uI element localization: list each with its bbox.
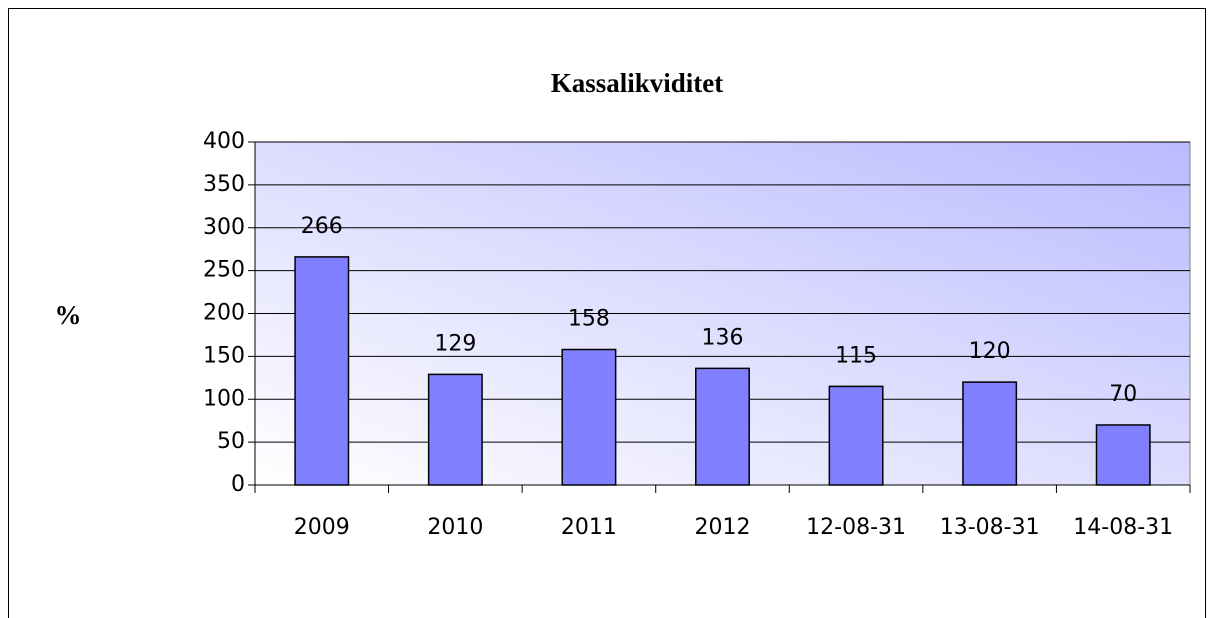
- x-tick-label: 14-08-31: [1073, 515, 1173, 540]
- x-tick-label: 2009: [294, 515, 350, 540]
- x-tick-label: 13-08-31: [940, 515, 1040, 540]
- chart-border: [8, 8, 1206, 618]
- data-label: 266: [301, 214, 343, 239]
- x-tick-label: 2010: [427, 515, 483, 540]
- bar: [1095, 424, 1151, 486]
- bar: [828, 385, 884, 486]
- y-tick-label: 400: [203, 129, 245, 154]
- y-axis-label: %: [55, 300, 82, 330]
- data-label: 70: [1109, 382, 1137, 407]
- data-label: 115: [835, 343, 877, 368]
- chart-title: Kassalikviditet: [551, 68, 724, 98]
- y-tick-label: 250: [203, 258, 245, 283]
- bar: [695, 367, 750, 486]
- x-tick-label: 12-08-31: [806, 515, 906, 540]
- bar: [427, 373, 483, 486]
- data-label: 129: [434, 331, 476, 356]
- y-tick-label: 50: [217, 429, 245, 454]
- bar: [962, 381, 1018, 486]
- x-tick-label: 2012: [695, 515, 751, 540]
- bar: [561, 348, 617, 486]
- y-tick-label: 0: [231, 472, 245, 497]
- y-tick-label: 350: [203, 172, 245, 197]
- y-tick-label: 150: [203, 343, 245, 368]
- data-label: 158: [568, 307, 610, 332]
- y-tick-label: 300: [203, 215, 245, 240]
- data-label: 120: [969, 339, 1011, 364]
- y-tick-label: 100: [203, 386, 245, 411]
- bar: [294, 256, 350, 486]
- x-tick-label: 2011: [561, 515, 617, 540]
- y-tick-label: 200: [203, 301, 245, 326]
- data-label: 136: [702, 325, 744, 350]
